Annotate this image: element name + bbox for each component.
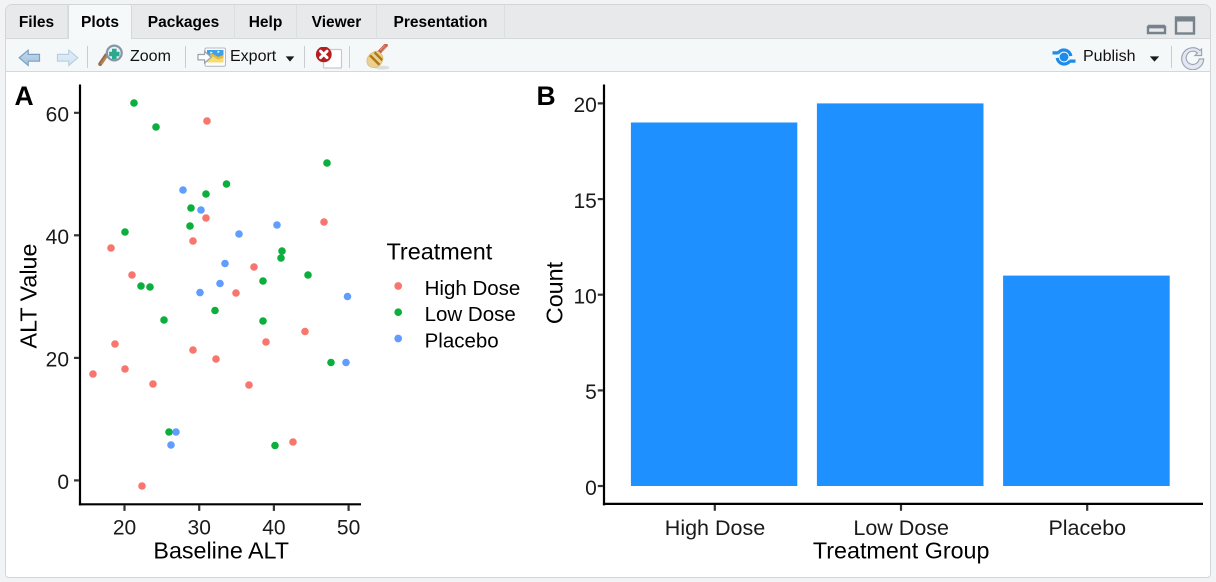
svg-text:ALT Value: ALT Value: [16, 244, 42, 349]
svg-text:60: 60: [46, 104, 69, 127]
svg-text:40: 40: [46, 226, 69, 249]
svg-text:B: B: [537, 81, 556, 111]
svg-text:A: A: [15, 81, 34, 111]
svg-text:Low Dose: Low Dose: [425, 303, 516, 326]
svg-text:Count: Count: [542, 261, 568, 324]
svg-text:10: 10: [573, 286, 596, 309]
svg-text:Treatment: Treatment: [387, 239, 493, 265]
svg-text:20: 20: [113, 516, 136, 539]
svg-text:Placebo: Placebo: [1048, 516, 1126, 540]
svg-text:30: 30: [188, 516, 211, 539]
svg-text:50: 50: [337, 516, 360, 539]
svg-text:High Dose: High Dose: [425, 277, 521, 300]
svg-text:5: 5: [585, 381, 597, 404]
svg-text:40: 40: [262, 516, 285, 539]
svg-text:15: 15: [573, 190, 596, 213]
svg-text:Treatment Group: Treatment Group: [813, 537, 990, 563]
svg-text:High Dose: High Dose: [665, 516, 765, 540]
svg-text:Baseline ALT: Baseline ALT: [153, 537, 289, 563]
svg-text:Placebo: Placebo: [425, 330, 499, 353]
svg-text:20: 20: [573, 94, 596, 117]
svg-text:Low Dose: Low Dose: [853, 516, 949, 540]
svg-text:0: 0: [585, 477, 597, 500]
svg-text:20: 20: [46, 349, 69, 372]
svg-text:0: 0: [57, 471, 69, 494]
